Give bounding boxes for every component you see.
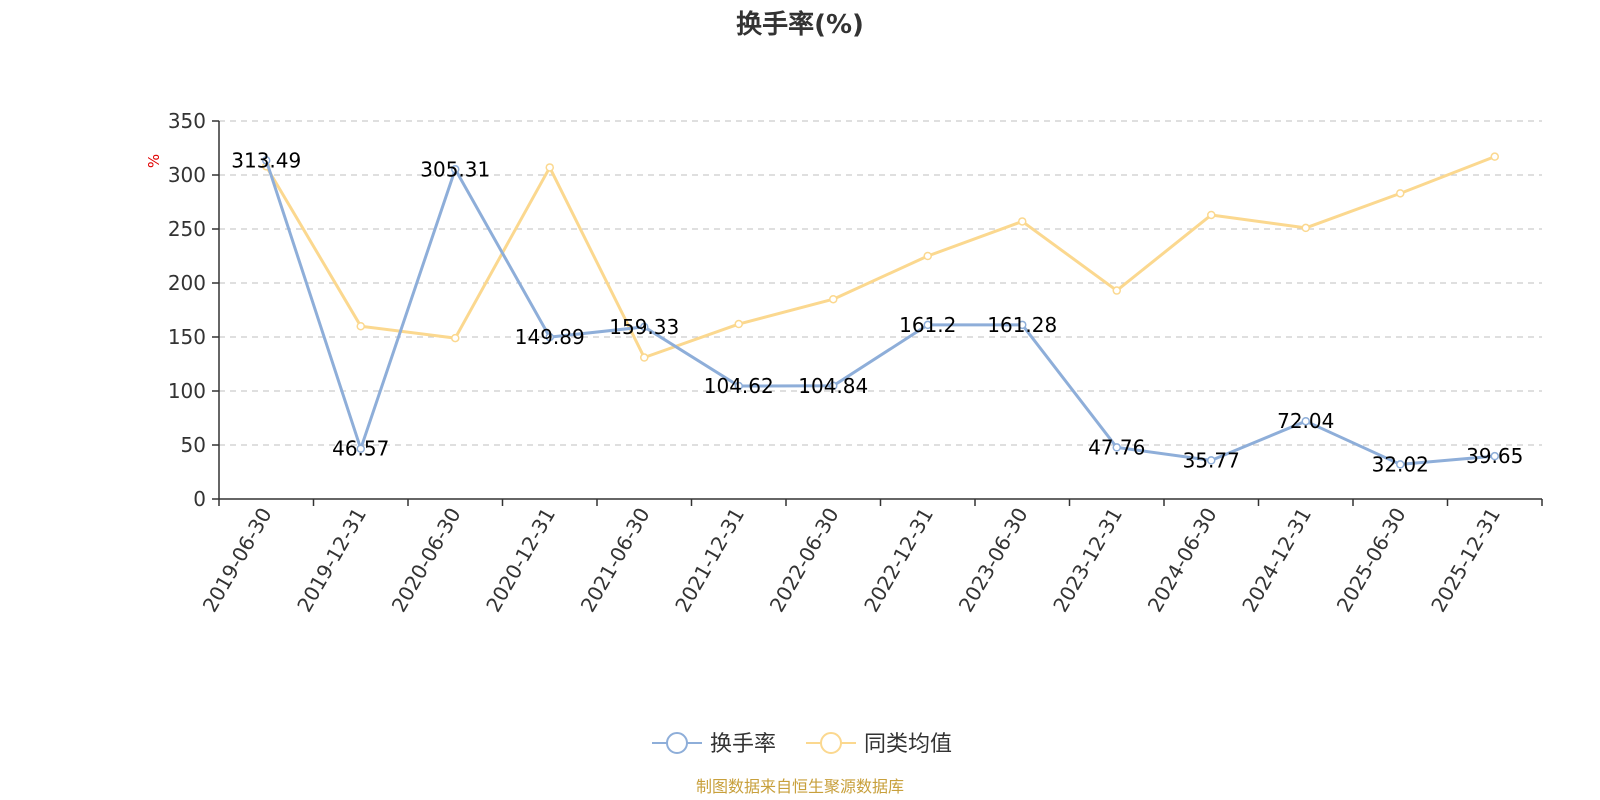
- data-label: 46.57: [332, 437, 389, 461]
- x-tick-label: 2020-12-31: [481, 504, 560, 617]
- x-tick-label: 2025-06-30: [1332, 504, 1411, 617]
- data-label: 32.02: [1372, 452, 1429, 476]
- legend-marker: [666, 732, 688, 754]
- data-label: 313.49: [231, 148, 301, 172]
- y-tick-label: 300: [168, 163, 206, 187]
- data-point: [829, 381, 838, 391]
- data-point: [640, 322, 649, 332]
- data-label: 149.89: [515, 325, 585, 349]
- data-point: [1112, 443, 1121, 452]
- x-tick-label: 2021-06-30: [576, 504, 655, 617]
- data-point: [1018, 320, 1027, 330]
- y-tick-label: 150: [168, 325, 206, 349]
- data-labels: 313.49 46.57 305.31 149.89 159.33 104.62 104.8…: [231, 148, 1523, 476]
- y-tick-label: 50: [181, 433, 206, 457]
- chart-title: 换手率(%): [736, 9, 864, 40]
- x-tick-label: 2021-12-31: [670, 504, 749, 617]
- data-label: 35.77: [1183, 448, 1240, 472]
- y-tick-label: 250: [168, 217, 206, 241]
- series-line: [264, 155, 1496, 360]
- x-tick-label: 2022-12-31: [859, 504, 938, 617]
- data-point: [1490, 152, 1499, 161]
- data-point: [451, 333, 460, 343]
- data-point: [734, 319, 743, 329]
- data-label: 159.33: [609, 315, 679, 339]
- data-point: [1301, 416, 1310, 426]
- x-tick-label: 2025-12-31: [1426, 504, 1505, 617]
- data-point: [545, 332, 554, 342]
- legend-label: 同类均值: [864, 732, 952, 757]
- data-label: 161.2: [899, 313, 956, 337]
- x-tick-label: 2020-06-30: [387, 504, 466, 617]
- y-axis-label: %: [145, 154, 163, 168]
- series-line: [264, 159, 1495, 466]
- x-tick-label: 2019-12-31: [292, 504, 371, 617]
- data-point: [545, 163, 554, 172]
- series: [262, 152, 1499, 469]
- x-tick-label: 2024-12-31: [1237, 504, 1316, 617]
- y-tick-label: 200: [168, 271, 206, 295]
- legend-marker: [820, 732, 842, 754]
- x-tick-label: 2022-06-30: [765, 504, 844, 617]
- data-point: [829, 294, 838, 304]
- data-label: 72.04: [1277, 409, 1334, 433]
- source-note: 制图数据来自恒生聚源数据库: [696, 777, 904, 796]
- data-point: [1207, 210, 1216, 220]
- y-tick-label: 0: [193, 487, 206, 511]
- legend-item[interactable]: 换手率: [652, 732, 776, 757]
- data-label: 104.62: [704, 374, 774, 398]
- data-label: 161.28: [987, 313, 1057, 337]
- data-point: [1207, 456, 1216, 465]
- x-tick-label: 2024-06-30: [1143, 504, 1222, 617]
- y-tick-label: 350: [168, 109, 206, 133]
- data-label: 47.76: [1088, 435, 1145, 459]
- data-point: [923, 320, 932, 330]
- data-point: [923, 251, 932, 261]
- data-point: [356, 321, 365, 331]
- data-point: [1490, 451, 1499, 461]
- data-label: 305.31: [420, 157, 490, 181]
- legend-item[interactable]: 同类均值: [806, 732, 952, 757]
- data-point: [451, 165, 460, 174]
- y-tick-label: 100: [168, 379, 206, 403]
- data-point: [640, 353, 649, 362]
- data-point: [1396, 460, 1405, 469]
- data-point: [262, 156, 271, 165]
- x-tick-label: 2019-06-30: [198, 504, 277, 617]
- x-tick-label: 2023-12-31: [1048, 504, 1127, 617]
- data-point: [1396, 189, 1405, 198]
- data-point: [356, 444, 365, 453]
- data-label: 39.65: [1466, 444, 1523, 468]
- legend[interactable]: 换手率 同类均值: [652, 732, 952, 757]
- data-label: 104.84: [798, 374, 868, 398]
- data-point: [1018, 217, 1027, 226]
- axes: 0 50 100 150 200 250 300 350 2019-06-30 2019-12-3…: [168, 109, 1543, 617]
- data-point: [1112, 286, 1121, 295]
- legend-label: 换手率: [710, 732, 776, 757]
- data-point: [1301, 223, 1310, 233]
- data-point: [734, 381, 743, 391]
- x-tick-label: 2023-06-30: [954, 504, 1033, 617]
